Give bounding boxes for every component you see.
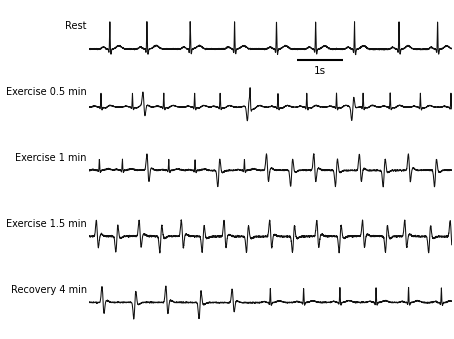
Text: Recovery 4 min: Recovery 4 min bbox=[10, 285, 87, 295]
Text: 1s: 1s bbox=[314, 66, 326, 76]
Text: Exercise 1 min: Exercise 1 min bbox=[15, 153, 87, 163]
Text: Rest: Rest bbox=[65, 21, 87, 31]
Text: Exercise 1.5 min: Exercise 1.5 min bbox=[6, 219, 87, 229]
Text: Exercise 0.5 min: Exercise 0.5 min bbox=[6, 87, 87, 97]
